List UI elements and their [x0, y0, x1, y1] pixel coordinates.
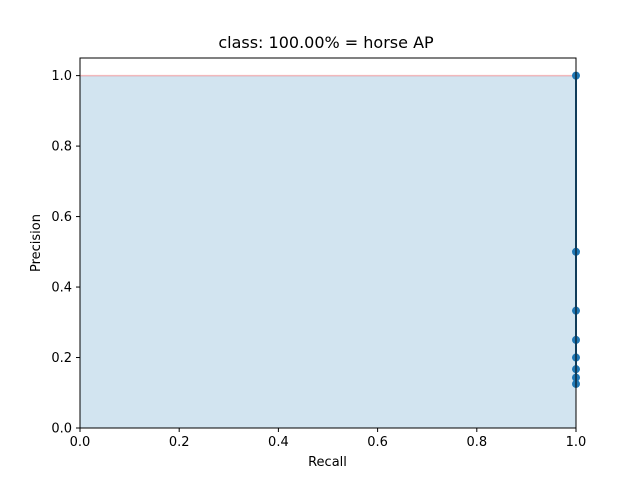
x-tick-label: 0.4 [268, 435, 289, 450]
chart-title: class: 100.00% = horse AP [218, 33, 434, 52]
y-tick-label: 1.0 [51, 69, 72, 84]
ap-area [80, 75, 576, 428]
y-tick-label: 0.6 [51, 210, 72, 225]
x-tick-label: 0.8 [466, 435, 487, 450]
plot-area [80, 71, 580, 428]
x-axis-label: Recall [308, 455, 347, 470]
x-tick-label: 0.0 [70, 435, 91, 450]
axes-frame [79, 57, 577, 429]
x-tick-label: 0.2 [169, 435, 190, 450]
y-tick-label: 0.8 [51, 140, 72, 155]
x-axis: 0.0 0.2 0.4 0.6 0.8 1.0 [70, 428, 587, 450]
y-axis: 0.0 0.2 0.4 0.6 0.8 1.0 [51, 69, 80, 437]
x-tick-label: 1.0 [566, 435, 587, 450]
y-tick-label: 0.2 [51, 351, 72, 366]
y-axis-label: Precision [29, 214, 44, 272]
y-tick-label: 0.0 [51, 422, 72, 437]
y-tick-label: 0.4 [51, 281, 72, 296]
x-tick-label: 0.6 [367, 435, 388, 450]
